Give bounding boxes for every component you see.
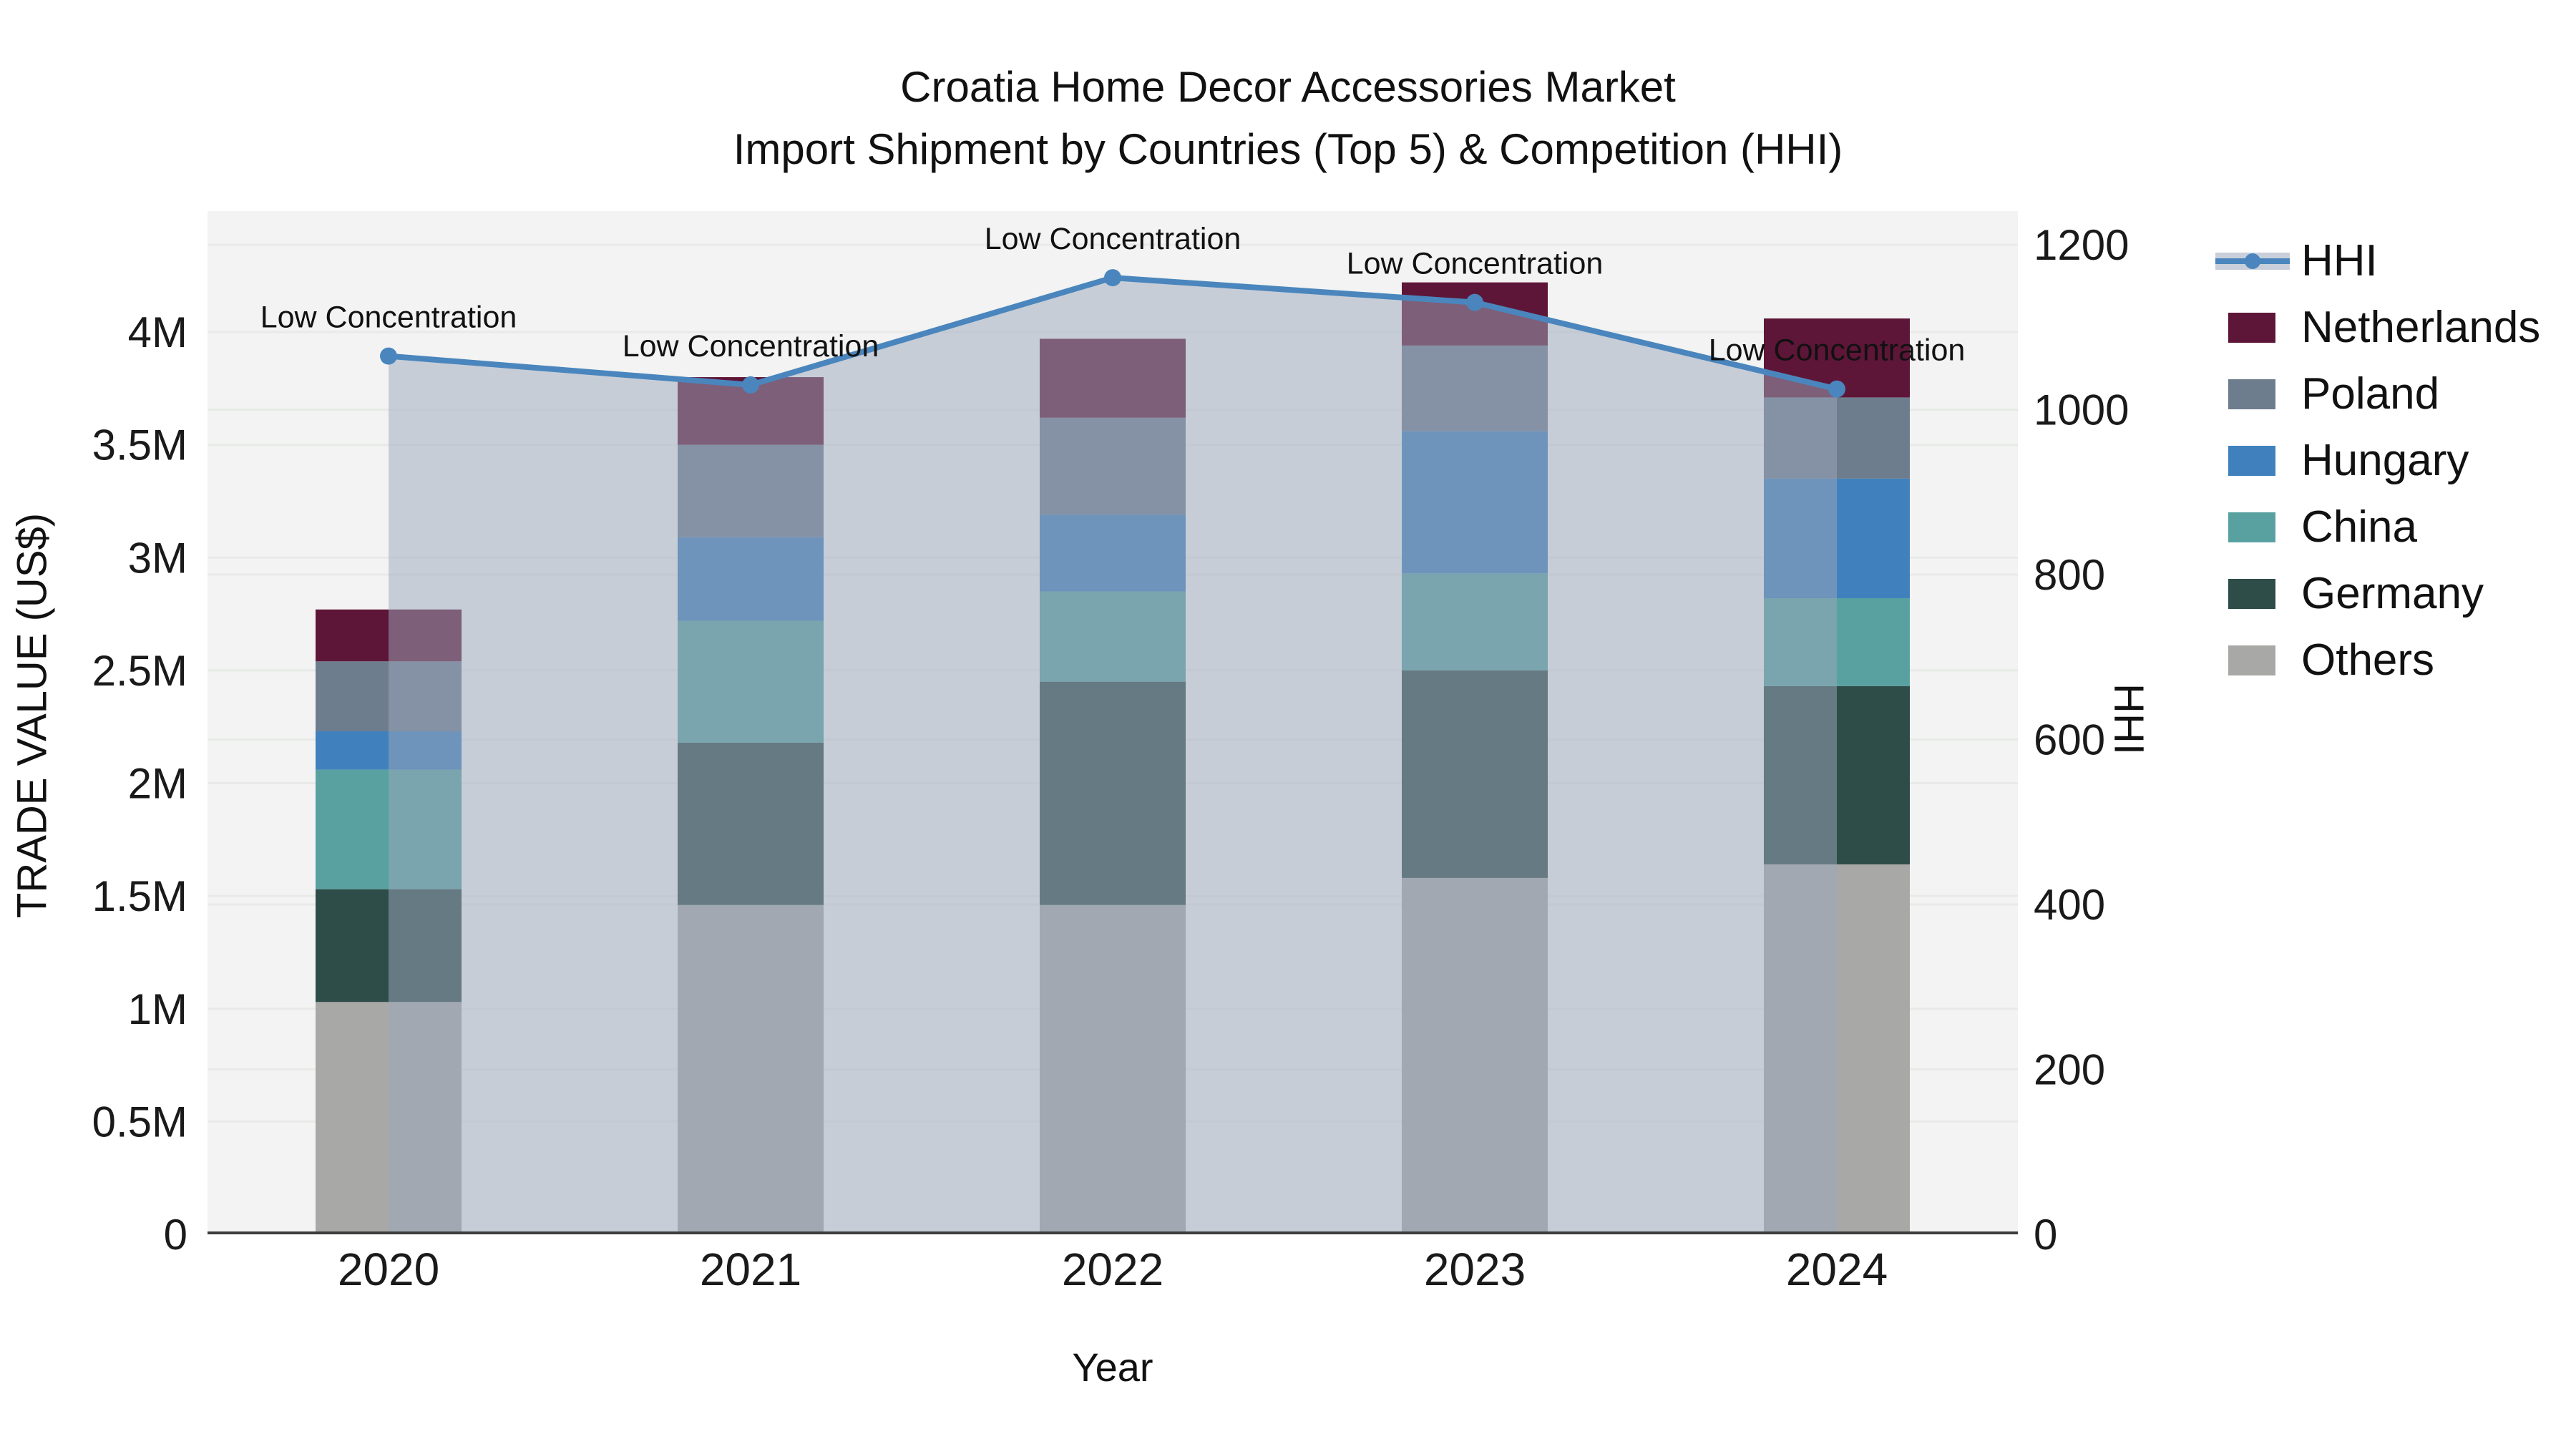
left-tick-3M: 3M (128, 534, 187, 582)
color-swatch (2228, 578, 2275, 609)
legend-label: China (2301, 502, 2417, 552)
legend-item-hhi[interactable]: HHI (2215, 228, 2540, 294)
legend-item-netherlands[interactable]: Netherlands (2215, 294, 2540, 361)
legend-item-others[interactable]: Others (2215, 627, 2540, 693)
netherlands-swatch-icon (2215, 306, 2290, 349)
legend-label: Others (2301, 635, 2435, 685)
annotation-2023: Low Concentration (1347, 247, 1604, 281)
right-axis-title: HHI (2105, 683, 2152, 755)
annotation-2021: Low Concentration (623, 329, 879, 364)
others-swatch-icon (2215, 639, 2290, 682)
right-tick-200: 200 (2034, 1046, 2105, 1094)
chart-title-line1: Croatia Home Decor Accessories Market (900, 63, 1676, 111)
right-tick-1200: 1200 (2034, 221, 2129, 269)
left-tick-0: 0 (164, 1211, 187, 1259)
legend-item-germany[interactable]: Germany (2215, 560, 2540, 627)
right-tick-1000: 1000 (2034, 386, 2129, 434)
hhi-marker-swatch (2245, 253, 2260, 269)
left-tick-4M: 4M (128, 308, 187, 356)
hhi-point-2024 (1828, 380, 1845, 398)
legend-label: Germany (2301, 569, 2484, 618)
right-tick-400: 400 (2034, 881, 2105, 929)
left-tick-1M: 1M (128, 985, 187, 1033)
right-tick-0: 0 (2034, 1211, 2057, 1259)
annotation-2020: Low Concentration (260, 301, 517, 335)
hhi-point-2021 (742, 376, 759, 394)
x-tick-2023: 2023 (1424, 1244, 1526, 1295)
color-swatch (2228, 312, 2275, 343)
left-tick-2.5M: 2.5M (92, 647, 187, 695)
color-swatch (2228, 645, 2275, 675)
legend-item-china[interactable]: China (2215, 494, 2540, 560)
germany-swatch-icon (2215, 572, 2290, 615)
left-tick-2M: 2M (128, 760, 187, 808)
hhi-point-2023 (1466, 293, 1483, 311)
x-tick-2024: 2024 (1786, 1244, 1888, 1295)
color-swatch (2228, 379, 2275, 409)
legend-label: Netherlands (2301, 303, 2541, 352)
chart-title: Croatia Home Decor Accessories Market Im… (0, 56, 2576, 180)
chart-title-line2: Import Shipment by Countries (Top 5) & C… (733, 125, 1843, 173)
left-tick-1.5M: 1.5M (92, 872, 187, 920)
color-swatch (2228, 445, 2275, 476)
hungary-swatch-icon (2215, 439, 2290, 482)
annotation-2024: Low Concentration (1709, 333, 1966, 368)
x-tick-2022: 2022 (1062, 1244, 1163, 1295)
legend-item-poland[interactable]: Poland (2215, 361, 2540, 427)
poland-swatch-icon (2215, 373, 2290, 416)
left-tick-3.5M: 3.5M (92, 421, 187, 469)
legend: HHI Netherlands Poland Hungary China Germany O… (2215, 228, 2540, 693)
color-swatch (2228, 512, 2275, 542)
annotation-2022: Low Concentration (985, 222, 1241, 256)
left-tick-0.5M: 0.5M (92, 1098, 187, 1146)
x-axis-title: Year (1072, 1345, 1153, 1390)
right-tick-800: 800 (2034, 551, 2105, 599)
x-tick-2021: 2021 (700, 1244, 801, 1295)
china-swatch-icon (2215, 506, 2290, 549)
hhi-point-2020 (380, 347, 397, 365)
left-axis-title: TRADE VALUE (US$) (9, 512, 56, 919)
hhi-area-fill (389, 278, 1837, 1235)
legend-label: Poland (2301, 369, 2440, 419)
hhi-line-icon (2215, 240, 2290, 283)
right-tick-600: 600 (2034, 716, 2105, 764)
legend-label: Hungary (2301, 436, 2469, 485)
hhi-point-2022 (1104, 269, 1121, 287)
x-tick-2020: 2020 (338, 1244, 439, 1295)
legend-label: HHI (2301, 236, 2378, 286)
legend-item-hungary[interactable]: Hungary (2215, 427, 2540, 494)
